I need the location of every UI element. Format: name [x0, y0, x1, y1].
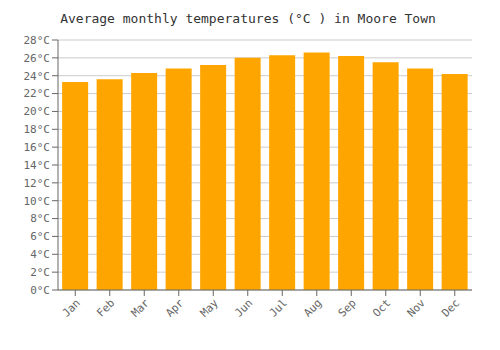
svg-text:Jan: Jan: [60, 296, 83, 319]
svg-text:24°C: 24°C: [24, 70, 51, 83]
svg-text:Oct: Oct: [370, 296, 393, 319]
svg-text:Apr: Apr: [163, 296, 187, 320]
svg-text:6°C: 6°C: [30, 230, 50, 243]
svg-text:Sep: Sep: [336, 296, 359, 319]
html-text:Average monthly temperatures (: Average monthly temperatures (°C ) in Mo…: [60, 11, 436, 26]
svg-text:Nov: Nov: [405, 296, 429, 320]
svg-text:Jun: Jun: [232, 296, 255, 319]
svg-text:Aug: Aug: [301, 296, 324, 319]
svg-text:10°C: 10°C: [24, 195, 51, 208]
svg-text:May: May: [198, 296, 222, 320]
svg-text:28°C: 28°C: [24, 34, 51, 47]
svg-text:2°C: 2°C: [30, 266, 50, 279]
svg-text:22°C: 22°C: [24, 87, 51, 100]
svg-text:12°C: 12°C: [24, 177, 51, 190]
svg-text:8°C: 8°C: [30, 212, 50, 225]
svg-text:Dec: Dec: [439, 296, 462, 319]
svg-text:Jul: Jul: [267, 296, 290, 319]
svg-text:26°C: 26°C: [24, 52, 51, 65]
svg-text:Mar: Mar: [129, 296, 153, 320]
svg-text:16°C: 16°C: [24, 141, 51, 154]
svg-text:Feb: Feb: [94, 296, 117, 319]
svg-text:18°C: 18°C: [24, 123, 51, 136]
svg-text:14°C: 14°C: [24, 159, 51, 172]
svg-text:0°C: 0°C: [30, 284, 50, 297]
svg-text:20°C: 20°C: [24, 105, 51, 118]
svg-text:4°C: 4°C: [30, 248, 50, 261]
